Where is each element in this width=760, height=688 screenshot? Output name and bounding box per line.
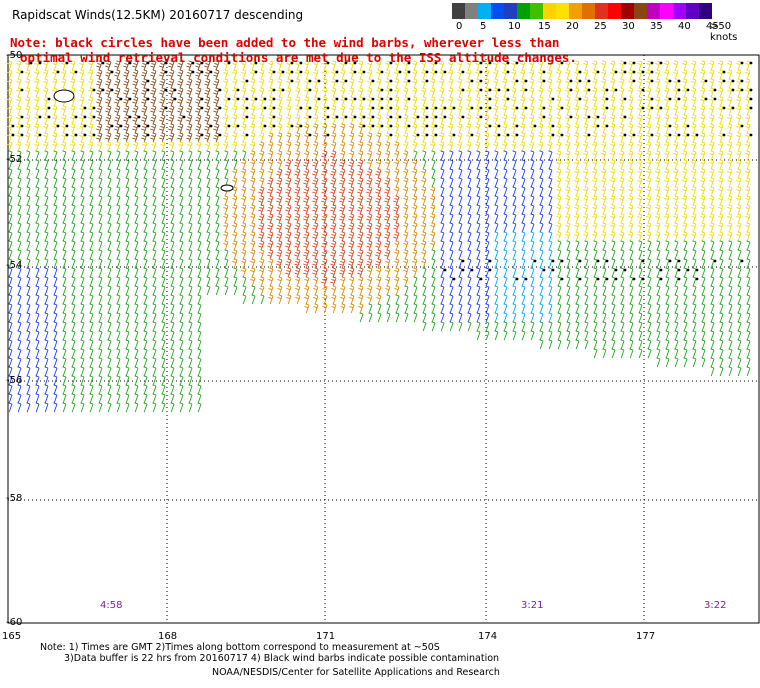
pass-time-label: 3:22: [704, 600, 727, 611]
contamination-note-line-2: optimal wind retrieval conditions are me…: [20, 50, 577, 65]
legend-swatch: [660, 3, 673, 19]
legend-label: 20: [566, 21, 579, 32]
legend-label: 25: [594, 21, 607, 32]
legend-swatch: [530, 3, 543, 19]
legend-swatch: [556, 3, 569, 19]
legend-swatch: [673, 3, 686, 19]
pass-time-label: 3:21: [521, 600, 544, 611]
legend-swatch: [491, 3, 504, 19]
pass-time-label: 4:58: [100, 600, 123, 611]
legend-swatch: [699, 3, 712, 19]
legend-swatch: [504, 3, 517, 19]
footer-note-line-2: 3)Data buffer is 22 hrs from 20160717 4)…: [64, 653, 500, 664]
legend-swatch: [595, 3, 608, 19]
legend-swatch: [478, 3, 491, 19]
legend-label: 15: [538, 21, 551, 32]
legend-swatch: [582, 3, 595, 19]
wind-barbs: [7, 60, 753, 413]
lat-label: -60: [6, 617, 23, 628]
lat-label: -54: [6, 260, 23, 271]
legend-label: 35: [650, 21, 663, 32]
legend-label: 5: [480, 21, 487, 32]
legend-swatch: [543, 3, 556, 19]
legend-label: 10: [508, 21, 521, 32]
legend-swatch: [452, 3, 465, 19]
legend-label: 30: [622, 21, 635, 32]
legend-swatch: [569, 3, 582, 19]
legend-swatch: [686, 3, 699, 19]
island-outlines: [53, 89, 234, 192]
graticule: [8, 55, 759, 623]
legend-swatch: [608, 3, 621, 19]
legend-label: 0: [456, 21, 463, 32]
legend-swatch: [634, 3, 647, 19]
legend-label: >50 knots: [710, 21, 738, 43]
legend-swatch: [517, 3, 530, 19]
legend-swatch: [647, 3, 660, 19]
lat-label: -56: [6, 375, 23, 386]
map-title: Rapidscat Winds(12.5KM) 20160717 descend…: [12, 8, 304, 22]
lon-label: 177: [636, 631, 656, 642]
contamination-note-line-1: Note: black circles have been added to t…: [10, 35, 560, 50]
legend-swatch: [465, 3, 478, 19]
lat-label: -58: [6, 493, 23, 504]
lon-label: 168: [158, 631, 178, 642]
lat-label: -52: [6, 154, 23, 165]
footer-note-line-1: Note: 1) Times are GMT 2)Times along bot…: [40, 642, 440, 653]
lon-label: 165: [2, 631, 22, 642]
plot-frame: [7, 54, 760, 624]
legend-label: 40: [678, 21, 691, 32]
lat-label: -50: [6, 50, 23, 61]
legend-label: 45: [706, 21, 719, 32]
lon-label: 174: [478, 631, 498, 642]
footer-credit: NOAA/NESDIS/Center for Satellite Applica…: [212, 667, 500, 678]
lon-label: 171: [316, 631, 336, 642]
legend-swatch: [621, 3, 634, 19]
